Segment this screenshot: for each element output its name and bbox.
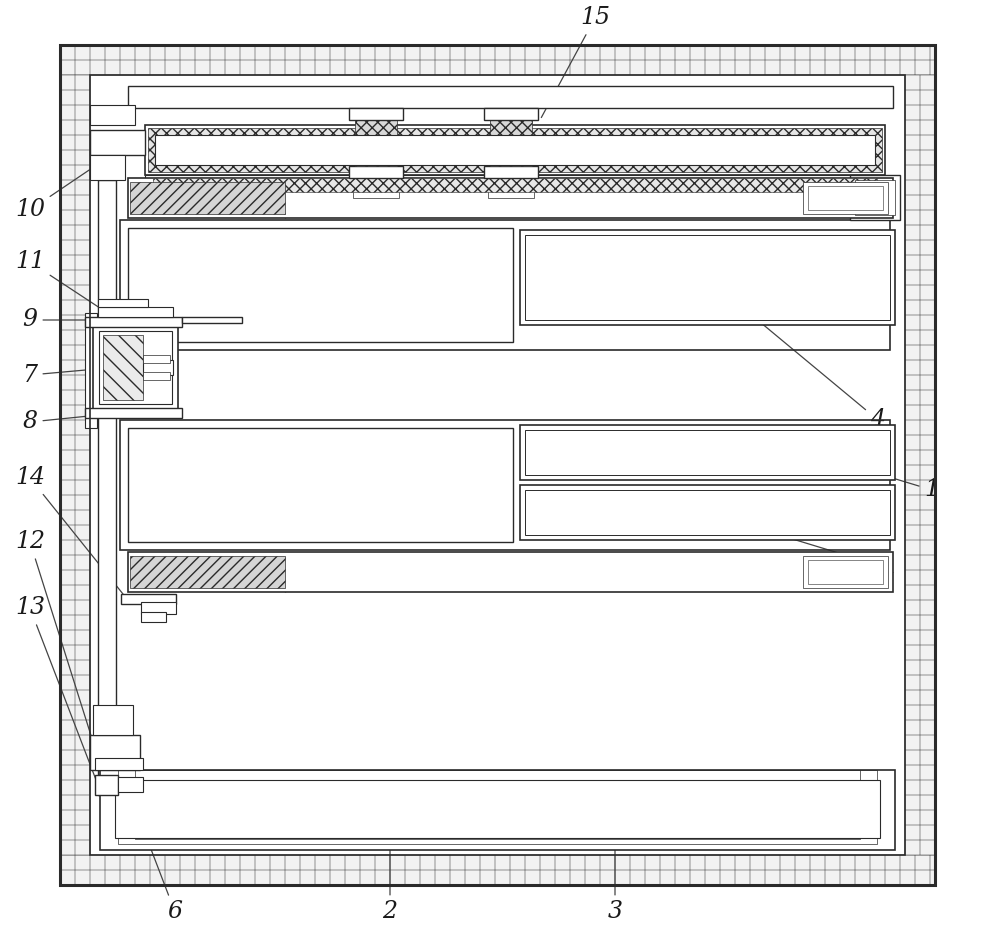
Bar — [182, 317, 242, 323]
Bar — [100, 770, 895, 850]
Text: 5: 5 — [710, 514, 886, 576]
Bar — [115, 780, 880, 838]
Bar — [93, 705, 133, 735]
Bar — [490, 120, 532, 166]
Bar — [803, 556, 888, 588]
Bar — [148, 128, 882, 172]
Bar — [128, 428, 513, 542]
Bar — [143, 372, 170, 380]
Bar — [90, 105, 135, 125]
Bar — [85, 317, 182, 327]
Bar — [143, 360, 173, 375]
Bar — [120, 220, 890, 350]
Bar — [60, 855, 935, 885]
Bar — [355, 120, 397, 166]
Bar — [130, 556, 285, 588]
Bar — [95, 758, 143, 770]
Bar — [60, 75, 90, 855]
Bar — [525, 430, 890, 475]
Bar — [85, 313, 97, 428]
Text: 4: 4 — [709, 280, 886, 431]
Text: 8: 8 — [22, 408, 165, 433]
Bar — [520, 425, 895, 480]
Bar — [141, 612, 166, 622]
Bar — [118, 777, 143, 792]
Bar — [520, 230, 895, 325]
Bar — [60, 45, 935, 75]
Bar — [90, 75, 905, 855]
Text: 11: 11 — [15, 250, 104, 310]
Bar — [153, 178, 877, 192]
Bar — [135, 770, 860, 839]
Bar — [98, 299, 148, 307]
Bar — [128, 86, 893, 108]
Bar — [85, 408, 182, 418]
Bar — [128, 228, 513, 342]
Bar — [118, 770, 877, 844]
Bar — [121, 594, 176, 604]
Text: 13: 13 — [15, 597, 97, 782]
Bar — [120, 420, 890, 550]
Bar — [130, 182, 285, 214]
Text: 1: 1 — [803, 451, 940, 502]
Text: 10: 10 — [15, 162, 102, 222]
Bar — [99, 331, 172, 404]
Bar — [90, 155, 125, 180]
Bar — [520, 485, 895, 540]
Bar — [525, 235, 890, 320]
Bar — [98, 180, 116, 795]
Bar — [155, 135, 875, 165]
Bar — [145, 125, 885, 175]
Bar — [128, 552, 893, 592]
Bar — [145, 175, 885, 195]
Bar — [98, 307, 173, 317]
Text: 3: 3 — [608, 822, 622, 923]
Text: 2: 2 — [382, 822, 398, 923]
Bar — [90, 130, 145, 155]
Text: 9: 9 — [22, 308, 93, 332]
Bar — [484, 166, 538, 178]
Bar — [855, 180, 895, 215]
Bar — [95, 775, 118, 795]
Text: 12: 12 — [15, 530, 99, 761]
Bar — [808, 560, 883, 584]
Bar — [349, 108, 403, 120]
Bar — [353, 178, 399, 198]
Bar — [803, 182, 888, 214]
Text: 7: 7 — [22, 364, 105, 386]
Bar — [525, 490, 890, 535]
Text: 15: 15 — [541, 7, 610, 117]
Bar — [808, 186, 883, 210]
Text: 6: 6 — [116, 758, 182, 923]
Bar — [93, 325, 178, 410]
Bar — [60, 45, 935, 885]
Bar — [128, 178, 893, 218]
Bar — [141, 602, 176, 614]
Bar — [103, 335, 143, 400]
Bar — [143, 355, 170, 363]
Bar — [488, 178, 534, 198]
Bar — [90, 735, 140, 770]
Bar — [349, 166, 403, 178]
Text: 14: 14 — [15, 466, 129, 602]
Bar — [905, 75, 935, 855]
Bar — [850, 175, 900, 220]
Bar — [484, 108, 538, 120]
